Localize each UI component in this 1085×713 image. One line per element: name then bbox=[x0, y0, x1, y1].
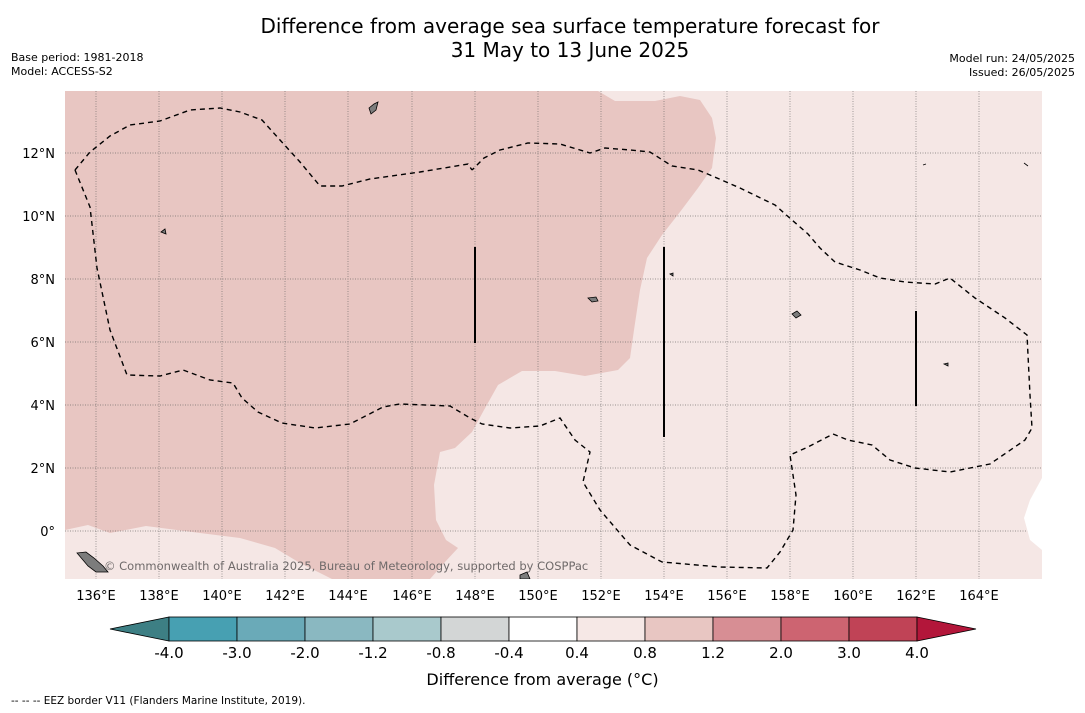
colorbar-tick: -0.8 bbox=[426, 644, 455, 662]
y-tick: 6°N bbox=[31, 336, 56, 351]
colorbar-tick: 4.0 bbox=[905, 644, 929, 662]
colorbar-tick: 2.0 bbox=[769, 644, 793, 662]
x-tick: 150°E bbox=[518, 589, 558, 604]
colorbar-bin bbox=[168, 616, 238, 642]
colorbar-tick-labels: -4.0 -3.0 -2.0 -1.2 -0.8 -0.4 0.4 0.8 1.2 2.0 3.0 4… bbox=[154, 644, 929, 662]
colorbar-tick: -0.4 bbox=[494, 644, 523, 662]
x-tick: 152°E bbox=[581, 589, 621, 604]
neutral-region bbox=[1024, 478, 1042, 550]
attribution-text: © Commonwealth of Australia 2025, Bureau… bbox=[104, 559, 588, 573]
issued-date: Issued: 26/05/2025 bbox=[968, 66, 1075, 79]
colorbar-bin bbox=[508, 616, 578, 642]
x-tick: 140°E bbox=[202, 589, 242, 604]
colorbar-tick: -2.0 bbox=[290, 644, 319, 662]
colorbar-tick: -4.0 bbox=[154, 644, 183, 662]
y-tick: 10°N bbox=[22, 210, 55, 225]
colorbar-bin bbox=[236, 616, 306, 642]
colorbar-bin bbox=[304, 616, 374, 642]
model-name: Model: ACCESS-S2 bbox=[11, 65, 113, 78]
x-tick: 136°E bbox=[76, 589, 116, 604]
colorbar-bin bbox=[780, 616, 850, 642]
eez-palau bbox=[74, 107, 473, 187]
x-tick: 144°E bbox=[328, 589, 368, 604]
colorbar-bin bbox=[372, 616, 442, 642]
x-tick-labels: 136°E 138°E 140°E 142°E 144°E 146°E 148°… bbox=[76, 589, 999, 604]
x-tick: 142°E bbox=[265, 589, 305, 604]
y-tick: 4°N bbox=[31, 399, 56, 414]
eez-fsm bbox=[74, 142, 1033, 569]
x-tick: 156°E bbox=[707, 589, 747, 604]
x-tick: 158°E bbox=[770, 589, 810, 604]
colorbar-bin bbox=[848, 616, 918, 642]
meta-right: Model run: 24/05/2025 Issued: 26/05/2025 bbox=[949, 52, 1075, 80]
x-tick: 146°E bbox=[392, 589, 432, 604]
colorbar-tick: -1.2 bbox=[358, 644, 387, 662]
boundary-segments bbox=[474, 247, 917, 437]
eez-footnote: -- -- -- EEZ border V11 (Flanders Marine… bbox=[11, 695, 306, 707]
colorbar-bin bbox=[712, 616, 782, 642]
x-tick: 154°E bbox=[644, 589, 684, 604]
colorbar-extend-low bbox=[109, 616, 170, 642]
base-period: Base period: 1981-2018 bbox=[11, 51, 144, 64]
colorbar-bin bbox=[576, 616, 646, 642]
chart-title: Difference from average sea surface temp… bbox=[0, 14, 1085, 62]
colorbar-bin bbox=[644, 616, 714, 642]
colorbar-segments bbox=[168, 616, 918, 642]
eez-borders bbox=[74, 107, 1033, 569]
x-tick: 160°E bbox=[833, 589, 873, 604]
y-tick: 2°N bbox=[31, 462, 56, 477]
colorbar-tick: 0.4 bbox=[565, 644, 589, 662]
colorbar-label: Difference from average (°C) bbox=[426, 670, 659, 689]
y-tick: 0° bbox=[40, 525, 55, 540]
map-area bbox=[65, 91, 1042, 579]
x-tick: 162°E bbox=[896, 589, 936, 604]
x-tick: 148°E bbox=[455, 589, 495, 604]
model-run: Model run: 24/05/2025 bbox=[949, 52, 1075, 65]
gridlines bbox=[65, 91, 1042, 579]
y-tick-labels: 12°N 10°N 8°N 6°N 4°N 2°N 0° bbox=[22, 147, 55, 540]
x-tick: 138°E bbox=[139, 589, 179, 604]
y-tick: 12°N bbox=[22, 147, 55, 162]
colorbar-tick: 1.2 bbox=[701, 644, 725, 662]
colorbar-tick: 3.0 bbox=[837, 644, 861, 662]
meta-left: Base period: 1981-2018 Model: ACCESS-S2 bbox=[11, 51, 143, 79]
title-line-1: Difference from average sea surface temp… bbox=[260, 14, 880, 38]
colorbar-bin bbox=[440, 616, 510, 642]
colorbar-tick: 0.8 bbox=[633, 644, 657, 662]
y-tick: 8°N bbox=[31, 273, 56, 288]
title-line-2: 31 May to 13 June 2025 bbox=[450, 38, 690, 62]
x-tick: 164°E bbox=[959, 589, 999, 604]
islands bbox=[76, 101, 1029, 579]
colorbar-tick: -3.0 bbox=[222, 644, 251, 662]
colorbar-extend-high bbox=[916, 616, 977, 642]
anomaly-region-0-8-to-1-2 bbox=[65, 91, 716, 579]
